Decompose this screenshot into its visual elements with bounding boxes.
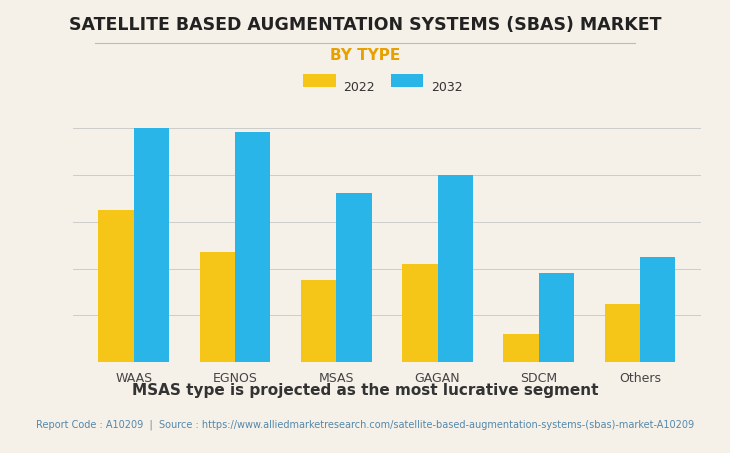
Text: SATELLITE BASED AUGMENTATION SYSTEMS (SBAS) MARKET: SATELLITE BASED AUGMENTATION SYSTEMS (SB… <box>69 16 661 34</box>
Bar <box>504 334 539 362</box>
Bar <box>640 257 675 362</box>
Text: 2032: 2032 <box>431 81 462 94</box>
Bar <box>199 252 235 362</box>
Bar <box>99 210 134 362</box>
Bar <box>604 304 640 362</box>
Bar <box>337 193 372 362</box>
Text: BY TYPE: BY TYPE <box>330 48 400 63</box>
Bar <box>235 132 270 362</box>
Bar <box>402 264 437 362</box>
Text: MSAS type is projected as the most lucrative segment: MSAS type is projected as the most lucra… <box>131 383 599 398</box>
Text: 2022: 2022 <box>343 81 374 94</box>
Bar <box>134 128 169 362</box>
Text: Report Code : A10209  |  Source : https://www.alliedmarketresearch.com/satellite: Report Code : A10209 | Source : https://… <box>36 419 694 429</box>
Bar <box>437 174 473 362</box>
Bar <box>539 273 575 362</box>
Bar <box>301 280 337 362</box>
